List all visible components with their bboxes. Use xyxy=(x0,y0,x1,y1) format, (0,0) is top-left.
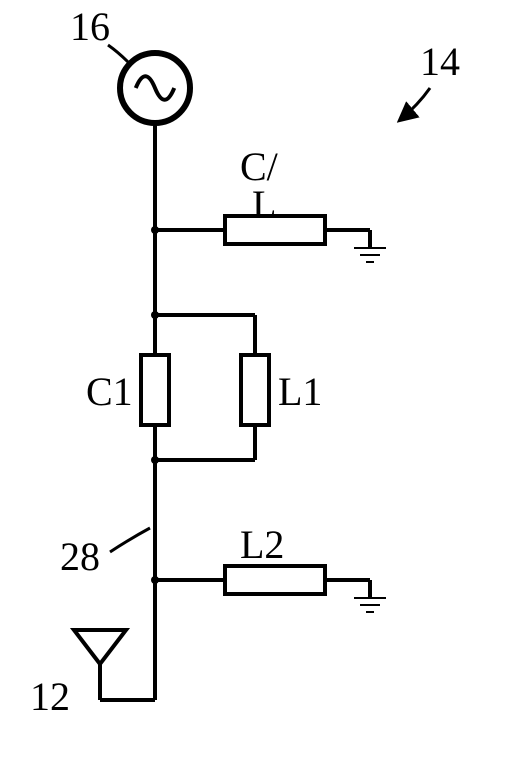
label-cl_bot: L xyxy=(252,182,276,227)
antenna-icon xyxy=(74,630,126,664)
component-c1 xyxy=(141,355,169,425)
ground-cl xyxy=(354,248,386,262)
label-l2: L2 xyxy=(240,522,284,567)
label-ref16: 16 xyxy=(70,4,110,49)
label-l1: L1 xyxy=(278,369,322,414)
ground-l2 xyxy=(354,598,386,612)
leader-28 xyxy=(110,528,150,552)
ac-source-sine xyxy=(136,76,175,100)
label-ref12: 12 xyxy=(30,674,70,719)
label-c1: C1 xyxy=(86,369,133,414)
leader-14 xyxy=(400,88,430,120)
label-ref14: 14 xyxy=(420,39,460,84)
component-l1 xyxy=(241,355,269,425)
component-l2 xyxy=(225,566,325,594)
label-ref28: 28 xyxy=(60,534,100,579)
leader-16 xyxy=(108,45,128,62)
